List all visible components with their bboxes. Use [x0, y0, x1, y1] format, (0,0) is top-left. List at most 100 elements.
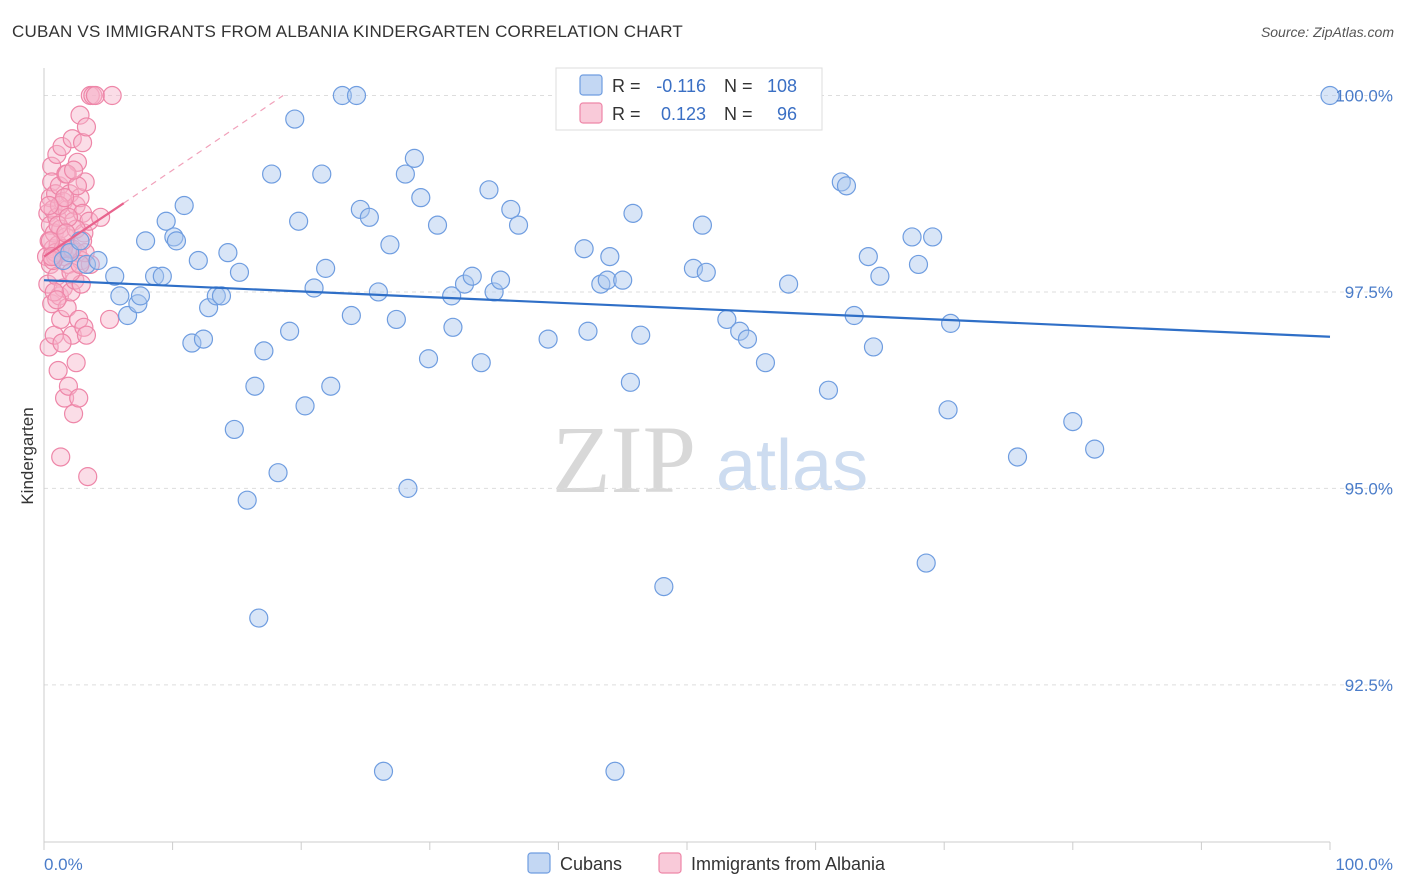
legend-swatch-cubans — [579, 74, 603, 96]
cubans-point — [70, 231, 90, 251]
cubans-point — [1320, 85, 1340, 106]
albania-point — [48, 360, 68, 381]
cubans-point — [182, 333, 202, 353]
cubans-point — [368, 282, 388, 302]
cubans-point — [295, 396, 315, 416]
cubans-point — [193, 329, 214, 349]
cubans-point — [941, 313, 961, 333]
cubans-point — [218, 243, 238, 263]
cubans-point — [442, 286, 462, 306]
cubans-point — [1007, 447, 1028, 467]
cubans-point — [245, 376, 265, 396]
albania-point — [51, 447, 71, 467]
cubans-point — [574, 239, 594, 259]
cubans-point — [623, 203, 643, 223]
cubans-point — [249, 608, 269, 628]
cubans-point — [304, 278, 324, 298]
cubans-point — [1063, 412, 1083, 432]
legend-n-label-albania: N = — [724, 104, 753, 124]
cubans-point — [128, 294, 148, 314]
cubans-point — [130, 286, 151, 306]
chart-title: CUBAN VS IMMIGRANTS FROM ALBANIA KINDERG… — [12, 22, 683, 41]
albania-point — [54, 388, 75, 408]
cubans-point — [479, 180, 499, 200]
legend-swatch-albania — [579, 102, 603, 124]
cubans-points — [53, 85, 1340, 781]
albania-point — [52, 333, 72, 353]
cubans-point — [254, 341, 274, 361]
cubans-point — [211, 286, 232, 306]
cubans-point — [870, 266, 890, 286]
albania-point — [42, 246, 62, 267]
cubans-point — [359, 207, 379, 227]
cubans-point — [692, 215, 713, 235]
cubans-point — [395, 164, 415, 184]
cubans-point — [683, 258, 704, 278]
cubans-point — [462, 266, 482, 286]
cubans-point — [341, 305, 361, 326]
albania-point — [76, 325, 97, 345]
legend-n-value-cubans: 108 — [767, 76, 797, 96]
cubans-point — [280, 321, 300, 341]
cubans-point — [166, 231, 187, 251]
cubans-point — [268, 463, 288, 483]
cubans-point — [737, 329, 758, 349]
x-tick-label-max: 100.0% — [1335, 855, 1393, 874]
cubans-point — [398, 478, 418, 498]
stats-legend: R = -0.116 N = 108 R = 0.123 N = 96 — [555, 67, 823, 131]
cubans-point — [346, 85, 367, 106]
cubans-point — [312, 164, 332, 184]
cubans-point — [229, 262, 250, 282]
albania-point — [44, 282, 64, 302]
albania-trend-line — [43, 202, 125, 258]
watermark: ZIP atlas — [552, 406, 868, 513]
albania-point — [99, 309, 120, 330]
cubans-point — [321, 376, 341, 396]
albania-point — [76, 117, 97, 137]
watermark-atlas: atlas — [716, 426, 868, 506]
albania-point — [39, 195, 59, 216]
albania-point — [57, 298, 77, 318]
cubans-point — [696, 262, 716, 282]
cubans-point — [110, 286, 130, 306]
cubans-point — [836, 176, 857, 196]
legend-n-label-cubans: N = — [724, 76, 753, 96]
series-legend: Cubans Immigrants from Albania — [527, 852, 886, 874]
cubans-point — [454, 274, 475, 294]
albania-point — [66, 353, 86, 373]
cubans-point — [620, 372, 641, 392]
cubans-point — [135, 231, 156, 251]
watermark-zip: ZIP — [552, 406, 696, 513]
cubans-point — [538, 329, 558, 349]
cubans-point — [916, 553, 936, 573]
cubans-point — [654, 577, 674, 597]
cubans-point — [237, 490, 257, 510]
cubans-point — [427, 215, 448, 235]
albania-point — [102, 85, 122, 106]
albania-point — [39, 337, 59, 357]
cubans-point — [730, 321, 750, 341]
cubans-point — [858, 246, 878, 267]
cubans-point — [380, 235, 400, 255]
cubans-point — [755, 353, 776, 373]
cubans-point — [501, 199, 521, 220]
cubans-point — [316, 258, 336, 278]
cubans-point — [289, 211, 309, 231]
cubans-point — [386, 309, 406, 330]
cubans-point — [631, 325, 651, 345]
y-tick-label: 92.5% — [1345, 676, 1393, 695]
cubans-point — [76, 254, 97, 275]
albania-point — [67, 176, 88, 196]
y-axis-title: Kindergarten — [18, 407, 37, 504]
source-credit: Source: ZipAtlas.com — [1260, 24, 1394, 40]
cubans-point — [156, 211, 176, 231]
albania-point — [40, 231, 61, 251]
bottom-legend-swatch-cubans — [527, 852, 551, 874]
cubans-point — [373, 761, 394, 781]
cubans-point — [1085, 439, 1105, 459]
albania-trend-extension — [123, 95, 284, 204]
cubans-point — [902, 227, 922, 247]
albania-point — [85, 85, 106, 106]
cubans-point — [508, 215, 529, 235]
